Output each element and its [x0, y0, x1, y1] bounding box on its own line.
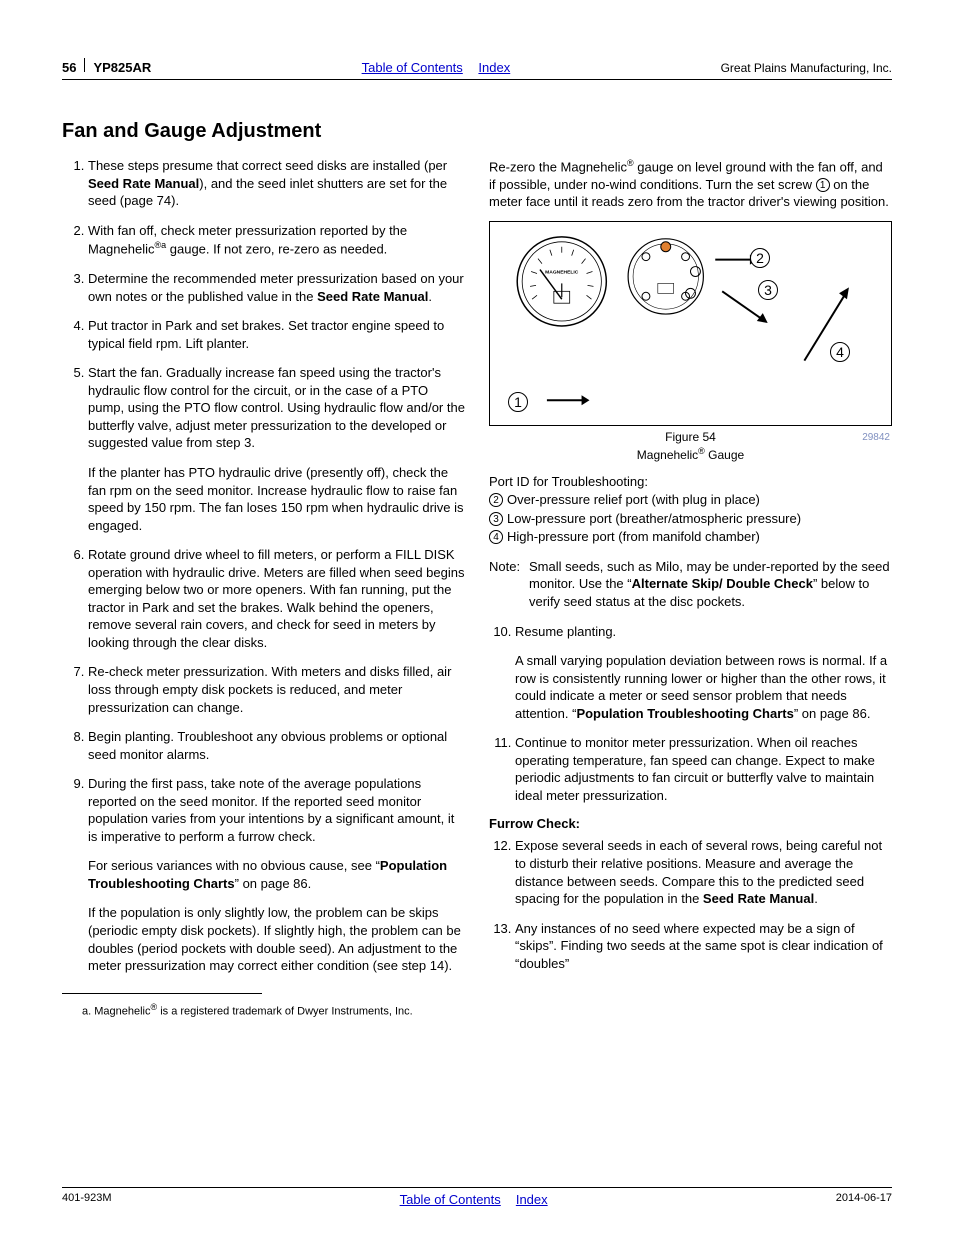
model-code: YP825AR — [93, 60, 151, 75]
step-list-furrow: Expose several seeds in each of several … — [489, 837, 892, 972]
page-number: 56 — [62, 60, 76, 75]
step-5: Start the fan. Gradually increase fan sp… — [88, 364, 465, 534]
step-3: Determine the recommended meter pressuri… — [88, 270, 465, 305]
step-6: Rotate ground drive wheel to fill meters… — [88, 546, 465, 651]
header-divider — [84, 58, 85, 72]
step-4: Put tractor in Park and set brakes. Set … — [88, 317, 465, 352]
step-10: Resume planting. A small varying populat… — [515, 623, 892, 723]
step-9: During the first pass, take note of the … — [88, 775, 465, 974]
svg-text:MAGNEHELIC: MAGNEHELIC — [545, 269, 579, 275]
callout-3: 3 — [758, 280, 778, 300]
footnote-rule — [62, 993, 262, 994]
section-title: Fan and Gauge Adjustment — [62, 120, 892, 143]
rezero-instructions: Re-zero the Magnehelic® gauge on level g… — [489, 157, 892, 211]
port-list: Port ID for Troubleshooting: 2Over-press… — [489, 473, 892, 546]
figure-caption: Figure 54 Magnehelic® Gauge — [489, 430, 892, 463]
manufacturer: Great Plains Manufacturing, Inc. — [721, 61, 892, 75]
header-nav: Table of Contents Index — [151, 60, 720, 75]
right-column: Re-zero the Magnehelic® gauge on level g… — [489, 157, 892, 1017]
index-link[interactable]: Index — [478, 60, 510, 75]
step-list-right: Resume planting. A small varying populat… — [489, 623, 892, 805]
gauge-diagram-svg: MAGNEHELIC — [490, 222, 891, 425]
step-1: These steps presume that correct seed di… — [88, 157, 465, 210]
footer-nav: Table of Contents Index — [112, 1192, 836, 1207]
step-8: Begin planting. Troubleshoot any obvious… — [88, 728, 465, 763]
left-column: These steps presume that correct seed di… — [62, 157, 465, 1017]
step-13: Any instances of no seed where expected … — [515, 920, 892, 973]
callout-2: 2 — [750, 248, 770, 268]
doc-number: 401-923M — [62, 1192, 112, 1207]
page-footer: 401-923M Table of Contents Index 2014-06… — [62, 1187, 892, 1207]
step-list-left: These steps presume that correct seed di… — [62, 157, 465, 975]
toc-link[interactable]: Table of Contents — [362, 60, 463, 75]
page-header: 56 YP825AR Table of Contents Index Great… — [62, 58, 892, 80]
furrow-check-heading: Furrow Check: — [489, 816, 892, 831]
figure-id: 29842 — [862, 432, 890, 443]
note-block: Note: Small seeds, such as Milo, may be … — [489, 558, 892, 611]
step-12: Expose several seeds in each of several … — [515, 837, 892, 907]
footer-index-link[interactable]: Index — [516, 1192, 548, 1207]
doc-date: 2014-06-17 — [836, 1192, 892, 1207]
footer-toc-link[interactable]: Table of Contents — [400, 1192, 501, 1207]
callout-4: 4 — [830, 342, 850, 362]
step-7: Re-check meter pressurization. With mete… — [88, 663, 465, 716]
step-2: With fan off, check meter pressurization… — [88, 222, 465, 258]
figure-54: MAGNEHELIC — [489, 221, 892, 426]
callout-1: 1 — [508, 392, 528, 412]
footnote: a. Magnehelic® is a registered trademark… — [62, 1002, 465, 1018]
step-11: Continue to monitor meter pressurization… — [515, 734, 892, 804]
